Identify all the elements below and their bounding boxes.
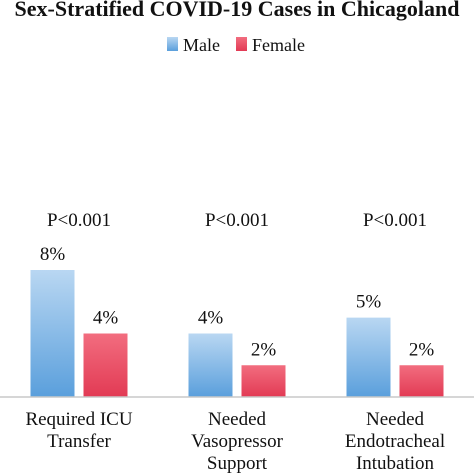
data-label-male: 4% bbox=[198, 308, 224, 329]
category-label: Needed bbox=[208, 409, 267, 430]
legend-swatch-male bbox=[167, 37, 178, 51]
category-label: Required ICU bbox=[25, 409, 132, 430]
bar-female bbox=[241, 365, 286, 397]
chart-title: Sex-Stratified COVID-19 Cases in Chicago… bbox=[15, 0, 460, 21]
legend-swatch-female bbox=[236, 37, 247, 51]
data-label-male: 5% bbox=[356, 292, 382, 313]
legend: Male Female bbox=[167, 35, 305, 55]
legend-label-female: Female bbox=[252, 35, 305, 55]
data-label-female: 4% bbox=[93, 308, 119, 329]
p-value-annotation: P<0.001 bbox=[363, 210, 427, 231]
bar-male bbox=[346, 317, 391, 397]
data-label-male: 8% bbox=[40, 244, 66, 265]
bar-male bbox=[188, 333, 233, 397]
data-label-female: 2% bbox=[409, 339, 435, 360]
category-label: Support bbox=[207, 453, 268, 474]
category-label: Intubation bbox=[356, 453, 435, 474]
category-label: Endotracheal bbox=[345, 431, 445, 452]
category-label: Vasopressor bbox=[191, 431, 283, 452]
legend-label-male: Male bbox=[183, 35, 220, 55]
category-label: Transfer bbox=[47, 431, 111, 452]
category-label: Needed bbox=[366, 409, 425, 430]
p-value-annotation: P<0.001 bbox=[205, 210, 269, 231]
bar-female bbox=[83, 333, 128, 397]
bar-female bbox=[399, 365, 444, 397]
p-value-annotation: P<0.001 bbox=[47, 210, 111, 231]
data-label-female: 2% bbox=[251, 339, 277, 360]
bar-male bbox=[30, 270, 75, 397]
